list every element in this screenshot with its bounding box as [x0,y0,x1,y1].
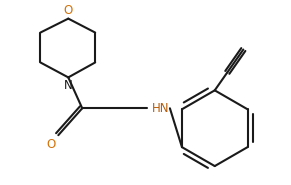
Text: O: O [64,4,73,17]
Text: HN: HN [152,102,169,115]
Text: O: O [46,138,55,151]
Text: N: N [64,79,73,92]
